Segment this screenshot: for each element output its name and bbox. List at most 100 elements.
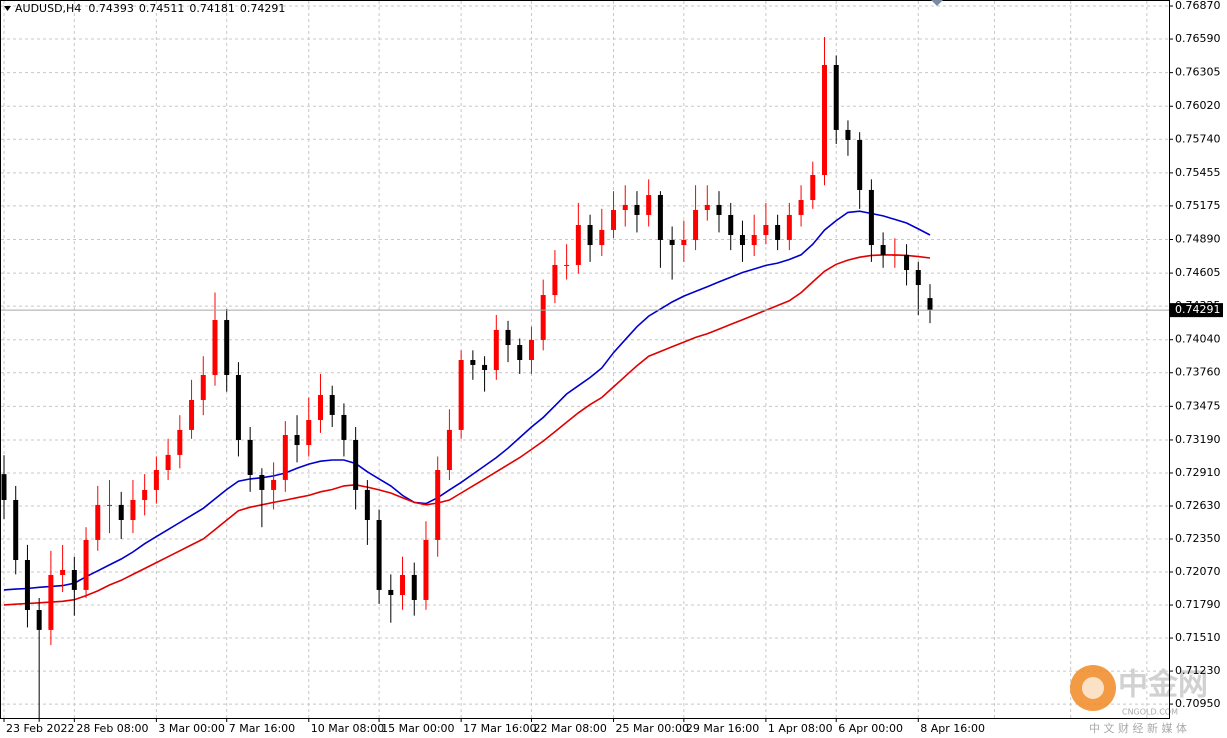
candle-body	[329, 395, 335, 415]
y-tick-label: 0.71510	[1175, 631, 1221, 644]
x-tick-label: 15 Mar 00:00	[381, 722, 454, 735]
header-arrow	[4, 6, 11, 11]
candle-body	[857, 139, 863, 190]
candle-body	[235, 374, 241, 440]
candle-body	[915, 270, 921, 286]
watermark-name: 中金网	[1118, 668, 1208, 703]
candle-body	[165, 454, 171, 471]
candle-body	[177, 429, 183, 455]
x-tick-label: 1 Apr 08:00	[768, 722, 833, 735]
candle-body	[646, 195, 652, 215]
x-tick-label: 28 Feb 08:00	[76, 722, 148, 735]
candle-body	[634, 204, 640, 215]
y-tick-label: 0.74040	[1175, 333, 1221, 346]
x-tick-label: 3 Mar 00:00	[158, 722, 224, 735]
candle-body	[540, 295, 546, 340]
watermark-site: CNGOLD.COM	[1122, 708, 1178, 717]
y-tick-label: 0.72070	[1175, 565, 1221, 578]
x-tick-label: 23 Feb 2022	[6, 722, 74, 735]
candle-body	[353, 439, 359, 490]
candle-body	[71, 570, 77, 590]
candle-body	[493, 329, 499, 371]
candle-body	[927, 298, 933, 311]
candle-body	[317, 395, 323, 421]
shift-marker	[931, 0, 943, 6]
candle-body	[798, 199, 804, 215]
x-tick-label: 10 Mar 08:00	[311, 722, 384, 735]
x-tick-label: 8 Apr 16:00	[920, 722, 985, 735]
candle-body	[505, 329, 511, 346]
candle-body	[224, 320, 230, 375]
candle-body	[657, 195, 663, 240]
y-tick-label: 0.73475	[1175, 399, 1221, 412]
candle-body	[1, 474, 7, 500]
y-tick-label: 0.75740	[1175, 132, 1221, 145]
candle-body	[482, 364, 488, 371]
candle-body	[763, 224, 769, 236]
candle-body	[446, 429, 452, 471]
candle-body	[95, 504, 101, 540]
x-tick-label: 22 Mar 08:00	[533, 722, 606, 735]
candle-body	[142, 489, 148, 500]
candle-body	[681, 239, 687, 246]
candle-body	[200, 374, 206, 400]
candle-body	[36, 609, 42, 630]
candle-body	[282, 434, 288, 480]
y-tick-label: 0.71790	[1175, 598, 1221, 611]
current-price-label: 0.74291	[1175, 303, 1221, 316]
y-tick-label: 0.76305	[1175, 66, 1221, 79]
candle-body	[400, 574, 406, 596]
plot	[1, 37, 1169, 722]
moving-average	[3, 254, 931, 606]
candle-body	[833, 64, 839, 130]
candle-body	[388, 589, 394, 596]
y-tick-label: 0.73190	[1175, 433, 1221, 446]
watermark-logo-inner	[1082, 677, 1104, 699]
x-tick-label: 29 Mar 16:00	[686, 722, 759, 735]
candle-body	[528, 339, 534, 361]
candle-body	[106, 504, 112, 506]
candle-body	[118, 504, 124, 521]
candle-body	[704, 204, 710, 211]
plot-frame	[0, 0, 1170, 719]
candle-body	[376, 520, 382, 590]
candle-body	[364, 489, 370, 521]
candle-body	[13, 499, 19, 560]
candle-body	[880, 245, 886, 255]
candle-body	[470, 360, 476, 365]
candle-body	[294, 434, 300, 446]
axis: 0.76870 0.76590 0.76305 0.76020 0.75740 0.754…	[3, 0, 1223, 735]
candle-body	[411, 574, 417, 600]
candle-body	[822, 64, 828, 175]
candle-body	[306, 420, 312, 446]
candle-body	[810, 174, 816, 200]
y-tick-label: 0.71230	[1175, 664, 1221, 677]
candle-body	[130, 499, 136, 521]
candle-body	[904, 254, 910, 271]
candle-body	[153, 470, 159, 490]
y-tick-label: 0.73760	[1175, 366, 1221, 379]
candle-body	[341, 414, 347, 440]
candle-body	[775, 224, 781, 240]
x-tick-label: 25 Mar 00:00	[616, 722, 689, 735]
y-tick-label: 0.76870	[1175, 0, 1221, 12]
y-tick-label: 0.72350	[1175, 532, 1221, 545]
candle-body	[48, 574, 54, 630]
candle-body	[599, 229, 605, 246]
candle-body	[786, 214, 792, 240]
candle-body	[739, 235, 745, 246]
y-tick-label: 0.74605	[1175, 266, 1221, 279]
candle-body	[458, 360, 464, 430]
candle-body	[564, 264, 570, 266]
candle-body	[669, 239, 675, 246]
y-tick-label: 0.75175	[1175, 199, 1221, 212]
candle-body	[83, 539, 89, 590]
candle-body	[845, 129, 851, 140]
candle-body	[247, 439, 253, 475]
candle-body	[189, 399, 195, 430]
candle-body	[517, 345, 523, 361]
candle-body	[423, 539, 429, 600]
candle-body	[24, 559, 30, 610]
candle-body	[587, 224, 593, 246]
